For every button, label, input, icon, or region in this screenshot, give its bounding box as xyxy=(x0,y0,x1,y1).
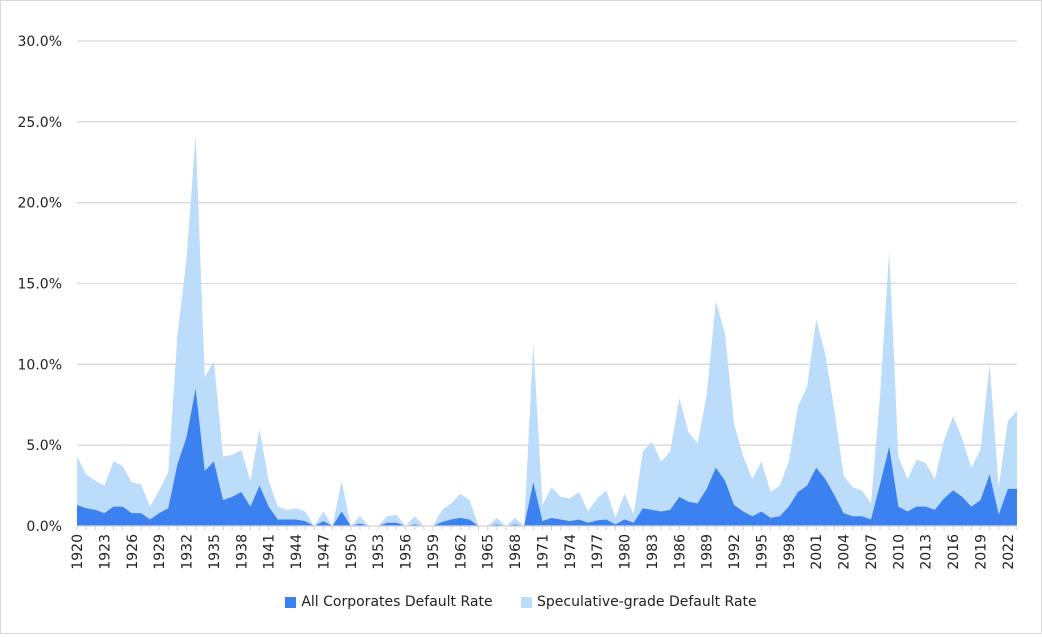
x-tick-label: 1992 xyxy=(727,534,743,570)
x-tick-label: 2016 xyxy=(946,534,962,570)
legend-swatch-speculative-grade xyxy=(521,596,533,608)
x-tick-label: 1920 xyxy=(70,534,86,570)
legend-label-speculative-grade: Speculative-grade Default Rate xyxy=(537,594,757,610)
x-tick-label: 1932 xyxy=(180,534,196,570)
y-tick-label: 0.0% xyxy=(26,519,62,535)
x-tick-label: 1977 xyxy=(590,534,606,570)
x-tick-label: 1968 xyxy=(508,534,524,570)
x-tick-label: 1974 xyxy=(563,534,579,570)
x-tick-label: 1965 xyxy=(481,534,497,570)
y-tick-label: 15.0% xyxy=(18,277,62,293)
x-tick-label: 1944 xyxy=(289,534,305,570)
legend-swatch-all-corporates xyxy=(285,596,297,608)
x-tick-label: 2007 xyxy=(864,534,880,570)
y-tick-label: 20.0% xyxy=(18,196,62,212)
x-tick-label: 1953 xyxy=(371,534,387,570)
x-tick-label: 1956 xyxy=(399,534,415,570)
y-tick-label: 10.0% xyxy=(18,357,62,373)
area-all-corporates-default-rate xyxy=(77,388,1017,526)
x-tick-label: 2019 xyxy=(973,534,989,570)
x-tick-label: 2022 xyxy=(1001,534,1017,570)
y-tick-label: 5.0% xyxy=(26,438,62,454)
x-tick-label: 1962 xyxy=(453,534,469,570)
legend-label-all-corporates: All Corporates Default Rate xyxy=(301,594,493,610)
x-tick-label: 1929 xyxy=(152,534,168,570)
legend-item-speculative-grade: Speculative-grade Default Rate xyxy=(521,594,757,610)
x-tick-label: 1971 xyxy=(535,534,551,570)
x-tick-label: 1938 xyxy=(234,534,250,570)
x-tick-label: 1998 xyxy=(782,534,798,570)
x-tick-label: 2013 xyxy=(919,534,935,570)
x-tick-label: 1950 xyxy=(344,534,360,570)
x-tick-label: 1935 xyxy=(207,534,223,570)
x-tick-label: 1980 xyxy=(618,534,634,570)
x-tick-label: 1989 xyxy=(700,534,716,570)
x-tick-label: 1983 xyxy=(645,534,661,570)
x-tick-label: 1986 xyxy=(672,534,688,570)
legend: All Corporates Default Rate Speculative-… xyxy=(0,594,1042,612)
legend-item-all-corporates: All Corporates Default Rate xyxy=(285,594,493,610)
x-tick-label: 1995 xyxy=(754,534,770,570)
y-tick-label: 30.0% xyxy=(18,34,62,50)
x-tick-label: 2004 xyxy=(837,534,853,570)
x-tick-label: 1926 xyxy=(125,534,141,570)
x-tick-label: 1923 xyxy=(97,534,113,570)
x-tick-label: 2001 xyxy=(809,534,825,570)
area-speculative-grade-default-rate xyxy=(77,134,1017,526)
x-tick-label: 1941 xyxy=(262,534,278,570)
y-tick-label: 25.0% xyxy=(18,115,62,131)
x-tick-label: 1947 xyxy=(316,534,332,570)
x-tick-label: 1959 xyxy=(426,534,442,570)
x-tick-label: 2010 xyxy=(891,534,907,570)
